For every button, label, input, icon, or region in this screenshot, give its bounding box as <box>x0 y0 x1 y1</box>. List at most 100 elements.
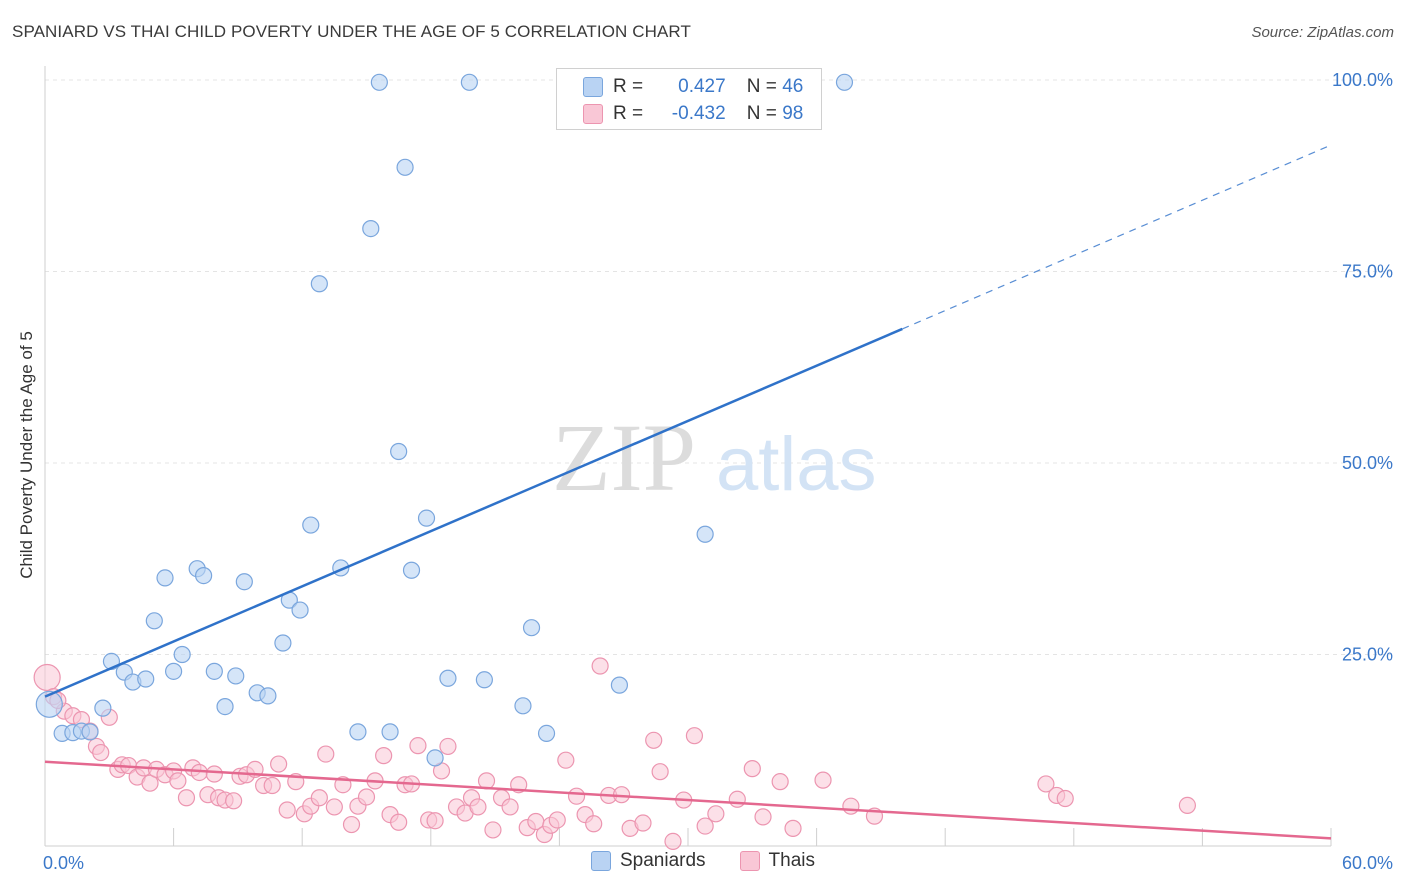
spaniards-trend-extension <box>902 144 1332 330</box>
thais-point <box>225 792 243 810</box>
spaniards-point <box>227 667 245 685</box>
spaniards-point <box>522 619 541 637</box>
legend-item-thais[interactable]: Thais <box>739 850 816 872</box>
spaniards-point <box>381 723 399 741</box>
y-axis-label: Child Poverty Under the Age of 5 <box>17 331 36 579</box>
thais-point <box>375 747 393 765</box>
spaniards-point <box>195 567 213 585</box>
thais-point <box>1178 796 1196 815</box>
spaniards-point <box>439 669 457 687</box>
spaniards-point <box>291 601 309 619</box>
thais-r-value: -0.432 <box>671 103 726 124</box>
thais-point <box>501 798 519 816</box>
legend-label-spaniards: Spaniards <box>619 850 706 871</box>
spaniards-point <box>514 697 532 715</box>
spaniards-point <box>310 275 328 293</box>
spaniards-point <box>173 645 191 664</box>
thais-point <box>270 755 288 773</box>
thais-point <box>317 745 335 763</box>
thais-point <box>310 789 328 807</box>
source-credit: Source: ZipAtlas.com <box>1251 24 1394 41</box>
watermark-zip: ZIP <box>552 404 696 511</box>
spaniards-n-label: N = <box>746 76 777 97</box>
spaniards-point <box>274 634 292 652</box>
thais-point <box>548 811 566 829</box>
thais-point <box>696 817 714 835</box>
y-tick-label: 25.0% <box>1342 645 1393 665</box>
spaniards-point <box>156 569 174 587</box>
thais-point <box>92 743 110 762</box>
spaniards-point <box>259 687 277 705</box>
thais-point <box>645 731 663 749</box>
trend-lines <box>44 144 1332 840</box>
thais-point <box>651 763 669 781</box>
legend-item-spaniards[interactable]: Spaniards <box>590 850 706 872</box>
spaniards-trend-line <box>44 327 903 698</box>
thais-point <box>177 789 196 807</box>
spaniards-point <box>145 612 163 630</box>
legend-label-thais: Thais <box>768 850 816 871</box>
spaniards-r-label: R = <box>613 76 644 97</box>
thais-point <box>1037 775 1055 793</box>
spaniards-point <box>349 723 367 741</box>
thais-point <box>814 771 832 789</box>
y-tick-label: 100.0% <box>1332 70 1393 90</box>
thais-point <box>557 751 575 769</box>
spaniards-point <box>165 662 183 680</box>
spaniards-point <box>137 670 155 688</box>
spaniards-point <box>426 749 444 767</box>
thais-point <box>771 773 789 791</box>
spaniards-point <box>417 509 436 527</box>
spaniards-point <box>537 724 556 742</box>
spaniards-point <box>81 723 99 741</box>
thais-point <box>1056 789 1074 808</box>
thais-point <box>33 663 61 692</box>
watermark: ZIP atlas <box>552 404 877 511</box>
bottom-legend: Spaniards Thais <box>0 850 1406 872</box>
thais-swatch <box>583 104 603 124</box>
y-tick-label: 50.0% <box>1342 453 1393 473</box>
watermark-atlas: atlas <box>716 422 877 507</box>
thais-point <box>685 727 704 745</box>
spaniards-points <box>35 73 854 767</box>
thais-r-label: R = <box>613 103 644 124</box>
spaniards-point <box>370 73 388 91</box>
stats-legend-box: R = 0.427 N = 46 R = -0.432 N = 98 <box>556 68 822 130</box>
thais-point <box>278 801 296 819</box>
thais-point <box>342 815 361 834</box>
thais-point <box>263 776 281 795</box>
spaniards-point <box>205 662 223 680</box>
spaniards-swatch <box>583 77 603 97</box>
spaniards-r-value: 0.427 <box>678 76 726 97</box>
thais-point <box>390 813 408 831</box>
thais-point <box>469 798 487 816</box>
thais-point <box>484 821 502 839</box>
thais-point <box>567 787 586 805</box>
spaniards-point <box>362 220 380 238</box>
thais-point <box>664 832 682 851</box>
spaniards-point <box>302 516 320 534</box>
x-tick-label: 0.0% <box>43 853 84 873</box>
spaniards-point <box>216 697 234 716</box>
tick-labels: 25.0% 50.0% 75.0% 100.0% 0.0% 60.0% <box>43 70 1393 873</box>
thais-point <box>743 760 761 778</box>
thais-point <box>357 788 376 806</box>
thais-point <box>634 814 652 832</box>
thais-point <box>728 790 746 808</box>
spaniards-point <box>235 573 253 591</box>
thais-point <box>754 808 772 826</box>
spaniards-point <box>475 671 493 689</box>
spaniards-point <box>35 690 63 718</box>
thais-n-value: 98 <box>782 103 804 124</box>
thais-point <box>591 657 609 675</box>
thais-point <box>426 812 444 830</box>
thais-point <box>585 815 603 833</box>
spaniards-point <box>396 158 414 176</box>
thais-point <box>141 774 159 792</box>
chart-title: SPANIARD VS THAI CHILD POVERTY UNDER THE… <box>12 22 691 41</box>
grid-lines <box>45 79 1392 655</box>
legend-swatch-thais <box>739 851 760 871</box>
thais-point <box>784 819 802 837</box>
thais-trend-line <box>44 760 1332 840</box>
thais-point <box>707 805 725 823</box>
